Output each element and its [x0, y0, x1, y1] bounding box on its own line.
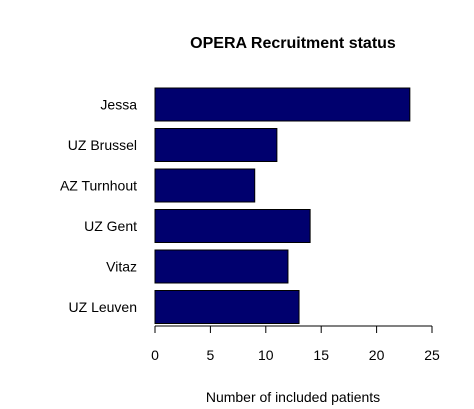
chart-title: OPERA Recruitment status — [190, 35, 396, 52]
x-axis-label: Number of included patients — [206, 389, 380, 405]
bar-uz-gent — [154, 209, 311, 243]
x-tick-label: 10 — [258, 347, 274, 363]
category-label: UZ Brussel — [68, 137, 137, 153]
category-label: UZ Leuven — [69, 299, 137, 315]
x-tick-label: 20 — [369, 347, 385, 363]
category-label: AZ Turnhout — [60, 178, 137, 194]
x-tick-label: 5 — [207, 347, 215, 363]
category-label: Vitaz — [106, 259, 137, 275]
bar-jessa — [154, 87, 411, 122]
bar-uz-leuven — [154, 290, 300, 324]
bars-group — [154, 87, 411, 324]
bar-uz-brussel — [154, 128, 278, 162]
bar-az-turnhout — [154, 168, 256, 203]
x-axis-ticks: 0 5 10 15 20 25 — [151, 326, 440, 363]
x-tick-label: 15 — [313, 347, 329, 363]
bar-vitaz — [154, 249, 289, 284]
x-tick-label: 25 — [424, 347, 440, 363]
category-label: UZ Gent — [84, 218, 137, 234]
category-label: Jessa — [100, 97, 137, 113]
x-tick-label: 0 — [151, 347, 159, 363]
category-labels: Jessa UZ Brussel AZ Turnhout UZ Gent Vitaz UZ… — [60, 97, 137, 316]
